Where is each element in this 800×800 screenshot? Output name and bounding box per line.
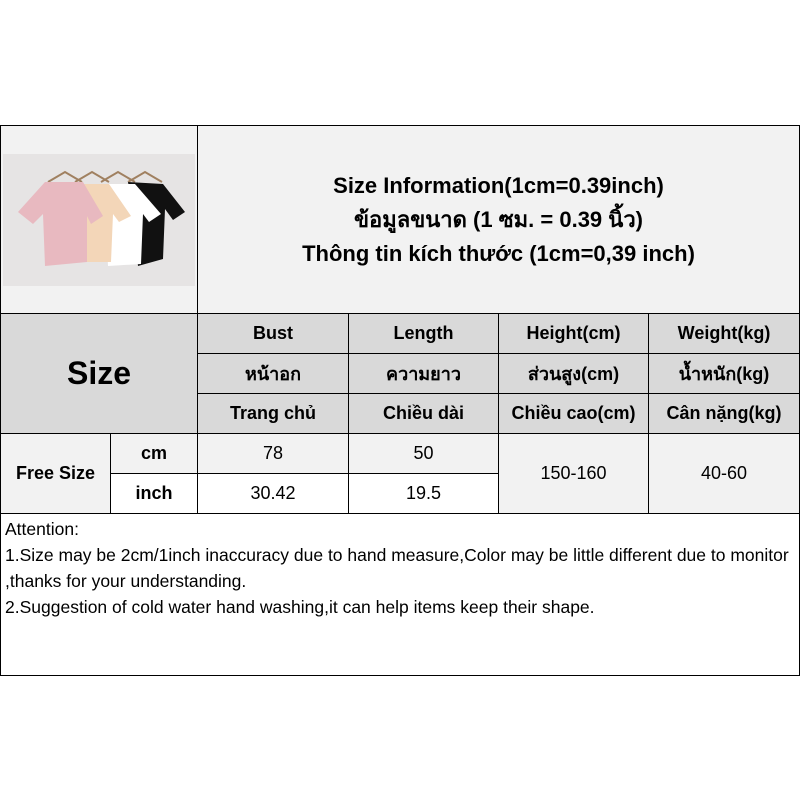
header-length-th: ความยาว bbox=[348, 353, 499, 394]
header-bust-th: หน้าอก bbox=[197, 353, 349, 394]
height-value: 150-160 bbox=[498, 433, 649, 514]
title-vietnamese: Thông tin kích thước (1cm=0,39 inch) bbox=[302, 240, 695, 266]
attention-line-1: 1.Size may be 2cm/1inch inaccuracy due t… bbox=[5, 545, 789, 591]
title-thai: ข้อมูลขนาด (1 ซม. = 0.39 นิ้ว) bbox=[353, 206, 643, 232]
size-label: Size bbox=[0, 313, 198, 434]
bust-inch: 30.42 bbox=[197, 473, 349, 514]
header-bust-en: Bust bbox=[197, 313, 349, 354]
free-size-label: Free Size bbox=[0, 433, 111, 514]
attention-line-2: 2.Suggestion of cold water hand washing,… bbox=[5, 597, 595, 617]
header-length-vi: Chiều dài bbox=[348, 393, 499, 434]
weight-value: 40-60 bbox=[648, 433, 800, 514]
header-height-th: ส่วนสูง(cm) bbox=[498, 353, 649, 394]
product-photo bbox=[3, 153, 195, 286]
header-weight-vi: Cân nặng(kg) bbox=[648, 393, 800, 434]
size-information-title: Size Information(1cm=0.39inch) ข้อมูลขนา… bbox=[197, 125, 800, 314]
unit-cm: cm bbox=[110, 433, 198, 474]
product-image-cell bbox=[0, 125, 198, 314]
length-inch: 19.5 bbox=[348, 473, 499, 514]
header-bust-vi: Trang chủ bbox=[197, 393, 349, 434]
pink-shirt bbox=[18, 181, 103, 266]
header-weight-th: น้ำหนัก(kg) bbox=[648, 353, 800, 394]
attention-notes: Attention: 1.Size may be 2cm/1inch inacc… bbox=[0, 513, 800, 676]
length-cm: 50 bbox=[348, 433, 499, 474]
bust-cm: 78 bbox=[197, 433, 349, 474]
unit-inch: inch bbox=[110, 473, 198, 514]
header-height-vi: Chiều cao(cm) bbox=[498, 393, 649, 434]
header-weight-en: Weight(kg) bbox=[648, 313, 800, 354]
header-length-en: Length bbox=[348, 313, 499, 354]
attention-heading: Attention: bbox=[5, 519, 79, 539]
title-english: Size Information(1cm=0.39inch) bbox=[333, 172, 664, 198]
header-height-en: Height(cm) bbox=[498, 313, 649, 354]
